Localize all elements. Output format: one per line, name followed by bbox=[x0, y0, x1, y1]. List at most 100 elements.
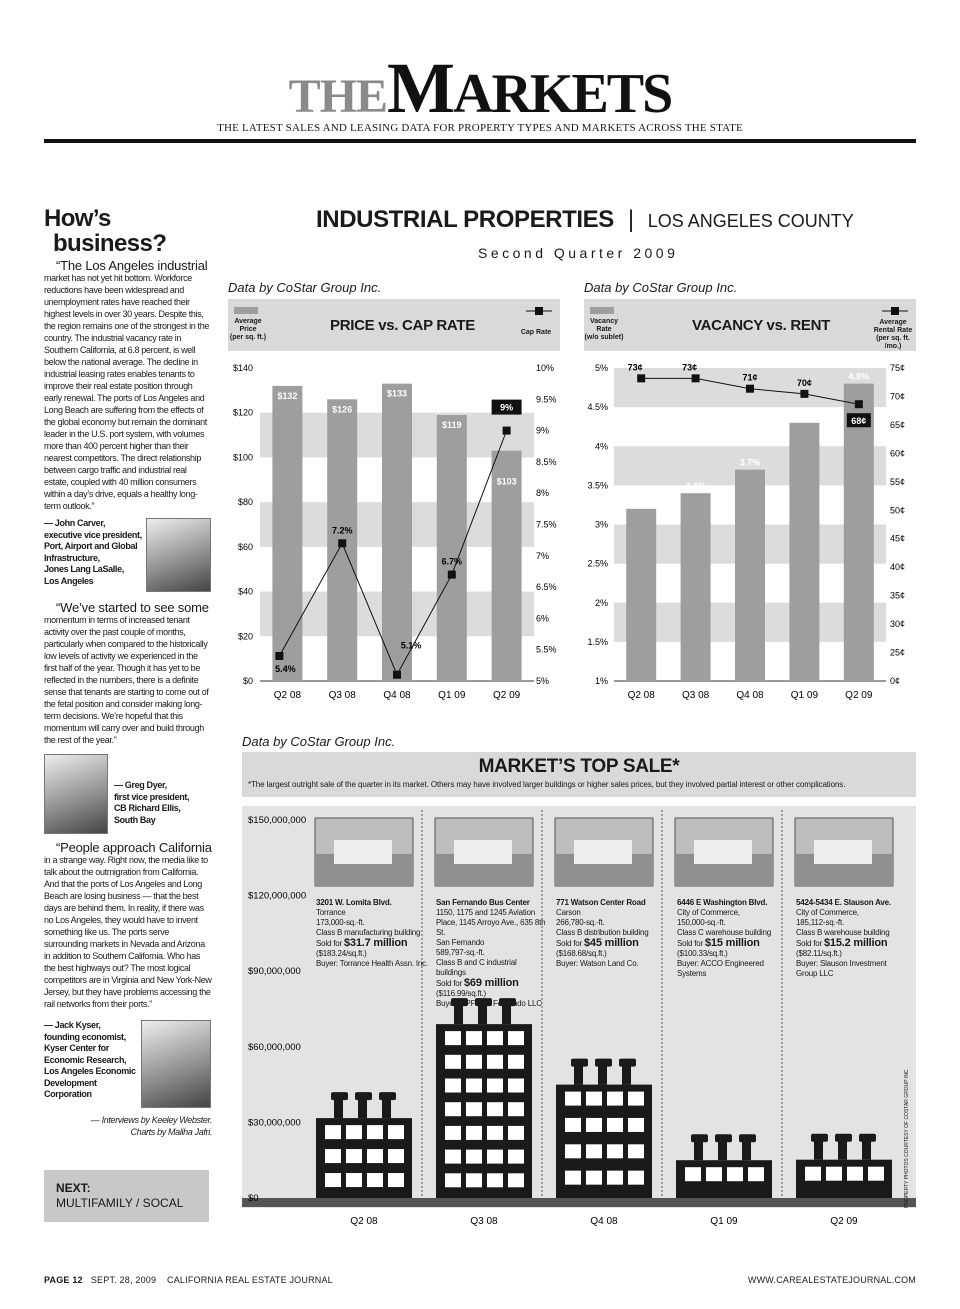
chart-3-building-window bbox=[607, 1144, 623, 1159]
chart-1-caprate-point bbox=[338, 539, 347, 548]
chart-3-building-window bbox=[826, 1166, 842, 1181]
chart-1-bar-label: $126 bbox=[332, 404, 352, 414]
sale-price-value: $31.7 million bbox=[344, 937, 408, 949]
chart-2-rent-point bbox=[691, 374, 700, 383]
sale-detail: Systems bbox=[677, 969, 707, 978]
quote-2: momentum in terms of increased tenant ac… bbox=[44, 615, 209, 745]
attribution-2: — Greg Dyer, first vice president, CB Rich… bbox=[114, 780, 190, 826]
chart-3-smoke bbox=[355, 1092, 372, 1101]
chart-3-building-window bbox=[487, 1078, 503, 1093]
sale-block: 3201 W. Lomita Blvd. Torrance 173,000-sq.-… bbox=[316, 898, 432, 969]
chart-3-building-window bbox=[445, 1102, 461, 1117]
chart-3-xtick: Q2 09 bbox=[830, 1216, 858, 1227]
sale-price: Sold for $45 million bbox=[556, 938, 672, 949]
chart-1-ytick-left: $60 bbox=[238, 542, 253, 552]
chart-2-bar-label: 3.2% bbox=[631, 497, 652, 507]
chart-3-building-window bbox=[466, 1031, 482, 1046]
chart-3-chimney bbox=[382, 1098, 391, 1119]
chart-3-building-window bbox=[445, 1125, 461, 1140]
chart-1-legend-line-swatch bbox=[526, 307, 552, 315]
sale-detail: ($116.99/sq.ft.) bbox=[436, 989, 487, 998]
chart-2-rent-label: 70¢ bbox=[797, 378, 812, 388]
chart-3-smoke bbox=[331, 1092, 348, 1101]
chart-2-ytick-right: 55¢ bbox=[890, 477, 905, 487]
chart-2-rent-point bbox=[800, 389, 809, 398]
chart-1-xtick: Q2 08 bbox=[274, 690, 302, 701]
chart-1-caprate-point bbox=[502, 426, 511, 435]
chart-3-chimney bbox=[598, 1064, 607, 1085]
chart-1-caprate-label: 9% bbox=[500, 403, 513, 413]
chart-1-ytick-right: 5.5% bbox=[536, 645, 557, 655]
attr3-line: — Jack Kyser, bbox=[44, 1020, 101, 1030]
chart-1-ytick-right: 8% bbox=[536, 488, 549, 498]
sale-detail: 1150, 1175 and 1245 Aviation bbox=[436, 908, 535, 917]
chart-3-building-window bbox=[487, 1173, 503, 1188]
quote-3: in a strange way. Right now, the media l… bbox=[44, 855, 212, 1009]
chart-2-vacancy-vs-rent: 1% 1.5% 2% 2.5% 3% 3.5% 4% 4.5% 5% 0¢ 25¢ 30¢ 35¢ 40¢… bbox=[587, 362, 905, 701]
attr1-line: executive vice president, bbox=[44, 529, 142, 540]
chart-3-building-window bbox=[805, 1166, 821, 1181]
sale-detail: 150,000-sq.-ft. bbox=[677, 918, 726, 927]
chart-2-xtick: Q1 09 bbox=[791, 690, 819, 701]
sale-detail: Buyer: Torrance Health Assn. Inc. bbox=[316, 959, 428, 968]
chart-2-xtick: Q4 08 bbox=[736, 690, 764, 701]
chart-1-caprate-label: 7.2% bbox=[332, 525, 353, 535]
c2legL-line: Rate bbox=[596, 326, 612, 333]
chart-2-legend-rent: Average Rental Rate (per sq. ft. /mo.) bbox=[870, 319, 916, 351]
chart-3-building-window bbox=[325, 1149, 341, 1164]
chart-3-xtick: Q4 08 bbox=[590, 1216, 618, 1227]
attribution-1: — John Carver, executive vice president, P… bbox=[44, 518, 212, 587]
chart-3-chimney bbox=[814, 1139, 823, 1160]
chart-1-bar bbox=[272, 385, 303, 681]
chart-1-caprate-point bbox=[447, 570, 456, 579]
c2legL-line: Vacancy bbox=[589, 318, 619, 325]
chart-3-chimney bbox=[478, 1004, 487, 1025]
chart-3-building-window bbox=[445, 1031, 461, 1046]
chart-2-ytick-right: 60¢ bbox=[890, 448, 905, 458]
attr2-line: CB Richard Ellis, bbox=[114, 803, 181, 813]
chart-3-building-window bbox=[685, 1167, 701, 1182]
chart-1-xtick: Q1 09 bbox=[438, 690, 466, 701]
chart-2-ytick-left: 1% bbox=[595, 676, 608, 686]
sale-detail: City of Commerce, bbox=[677, 908, 740, 917]
credit-interviews: — Interviews by Keeley Webster. bbox=[90, 1115, 213, 1125]
chart-3-building-window bbox=[607, 1091, 623, 1106]
chart-3-building-window bbox=[388, 1173, 404, 1188]
chart-3-building-window bbox=[508, 1078, 524, 1093]
sale-price-prefix: Sold for bbox=[556, 939, 584, 948]
chart-3-smoke bbox=[691, 1134, 708, 1143]
sidebar: How’s business? “The Los Angeles industri… bbox=[44, 206, 212, 1138]
chart-1-caprate-callout bbox=[491, 399, 522, 415]
jack-kyser-photo bbox=[141, 1020, 211, 1108]
chart-3-ytick: $120,000,000 bbox=[248, 891, 306, 902]
chart-3-building-window bbox=[367, 1173, 383, 1188]
chart-3-chimney bbox=[334, 1098, 343, 1119]
chart-1-ytick-right: 6% bbox=[536, 613, 549, 623]
chart-2-source: Data by CoStar Group Inc. bbox=[584, 280, 738, 295]
c1legL-line: Price bbox=[239, 326, 257, 333]
quote-1: market has not yet hit bottom. Workforce… bbox=[44, 273, 210, 511]
chart-3-building-window bbox=[586, 1091, 602, 1106]
section-quarter: Second Quarter 2009 bbox=[478, 245, 679, 261]
chart-3-building-window bbox=[325, 1125, 341, 1140]
sale-detail: Buyer: ACCO Engineered bbox=[677, 959, 764, 968]
chart-3-smoke bbox=[475, 998, 492, 1007]
chart-3-chimney bbox=[574, 1064, 583, 1085]
chart-3-building-window bbox=[508, 1173, 524, 1188]
chart-1-bar bbox=[491, 450, 522, 681]
chart-3-source: Data by CoStar Group Inc. bbox=[242, 734, 396, 749]
heading-line-2: business? bbox=[53, 230, 167, 257]
chart-3-building-window bbox=[508, 1054, 524, 1069]
footer-page: PAGE 12 bbox=[44, 1275, 83, 1285]
sale-detail: Buyer: Watson Land Co. bbox=[556, 959, 639, 968]
sale-detail: Buyer: Slauson Investment bbox=[796, 959, 887, 968]
chart-2-ytick-left: 3.5% bbox=[587, 480, 608, 490]
next-value: MULTIFAMILY / SOCAL bbox=[56, 1196, 184, 1210]
chart-3-building-window bbox=[367, 1125, 383, 1140]
sale-price-value: $15.2 million bbox=[824, 937, 888, 949]
sale-price-prefix: Sold for bbox=[436, 979, 464, 988]
greg-dyer-photo bbox=[44, 754, 108, 834]
chart-2-rent-label: 73¢ bbox=[682, 362, 697, 372]
c1legL-line: Average bbox=[234, 318, 262, 325]
c2legR-line: Rental Rate bbox=[873, 327, 913, 334]
